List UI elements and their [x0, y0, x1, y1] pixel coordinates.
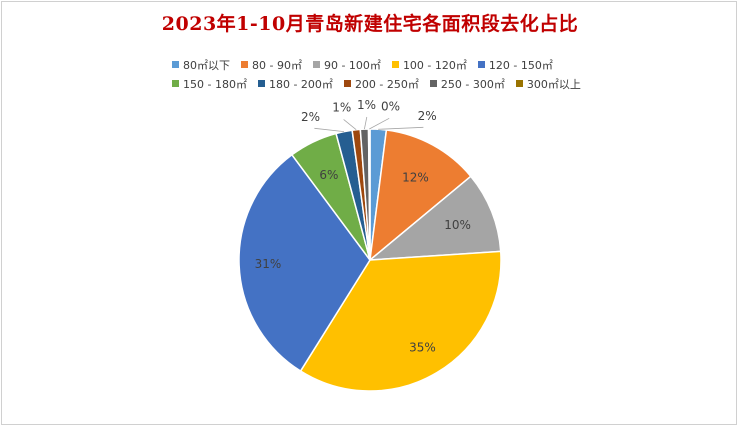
legend-label: 250 - 300㎡ [440, 77, 505, 91]
pie-slice [238, 153, 371, 373]
legend-item: 150 - 180㎡ [172, 76, 247, 92]
legend-swatch [477, 61, 485, 68]
legend-item: 180 - 200㎡ [257, 76, 333, 92]
legend-label: 90 - 100㎡ [323, 58, 381, 72]
legend-label: 200 - 250㎡ [354, 77, 419, 91]
slice-label: 35% [409, 341, 436, 355]
legend-item: 80㎡以下 [172, 57, 230, 73]
legend-label: 180 - 200㎡ [268, 77, 333, 91]
slice-label: 1% [357, 98, 376, 112]
legend-label: 80 - 90㎡ [252, 58, 302, 72]
legend-swatch [343, 80, 351, 87]
legend-item: 80 - 90㎡ [241, 57, 302, 73]
legend-label: 120 - 150㎡ [488, 58, 553, 72]
leader-line [369, 117, 390, 130]
legend-swatch [241, 61, 248, 68]
slice-label: 2% [418, 109, 437, 123]
slice-label: 12% [402, 170, 429, 184]
pie-slice [369, 129, 472, 262]
legend-swatch [172, 61, 179, 68]
legend-label: 300㎡以上 [526, 77, 581, 91]
slice-label: 1% [332, 101, 351, 115]
legend-swatch [391, 61, 399, 68]
legend-swatch [257, 80, 265, 87]
slice-label: 6% [319, 168, 338, 182]
legend-label: 100 - 120㎡ [402, 58, 467, 72]
leader-line [364, 116, 368, 130]
legend-row: 80㎡以下 80 - 90㎡ 90 - 100㎡ 100 - 120㎡ 120 - 15… [172, 55, 612, 74]
chart-title: 2023年1-10月青岛新建住宅各面积段去化占比 [161, 13, 579, 35]
legend-item: 300㎡以上 [515, 76, 581, 92]
pie-slice [367, 175, 502, 261]
legend: 80㎡以下 80 - 90㎡ 90 - 100㎡ 100 - 120㎡ 120 - 15… [172, 55, 612, 93]
legend-label: 150 - 180㎡ [183, 77, 247, 91]
leader-line [343, 119, 357, 131]
legend-label: 80㎡以下 [183, 58, 230, 72]
pie-slice [299, 250, 502, 392]
legend-item: 90 - 100㎡ [312, 57, 381, 73]
legend-row: 150 - 180㎡ 180 - 200㎡ 200 - 250㎡ 250 - 300㎡… [172, 74, 612, 93]
slice-label: 31% [255, 257, 282, 271]
legend-item: 250 - 300㎡ [429, 76, 505, 92]
slice-label: 2% [301, 110, 320, 124]
leader-line [378, 126, 424, 130]
slice-label: 10% [444, 218, 471, 232]
legend-swatch [172, 80, 179, 87]
legend-swatch [429, 80, 437, 87]
legend-item: 100 - 120㎡ [391, 57, 467, 73]
legend-item: 120 - 150㎡ [477, 57, 553, 73]
legend-swatch [312, 61, 320, 68]
slice-label: 0% [381, 99, 400, 113]
leader-line [314, 127, 345, 132]
legend-swatch [515, 80, 523, 87]
legend-item: 200 - 250㎡ [343, 76, 419, 92]
